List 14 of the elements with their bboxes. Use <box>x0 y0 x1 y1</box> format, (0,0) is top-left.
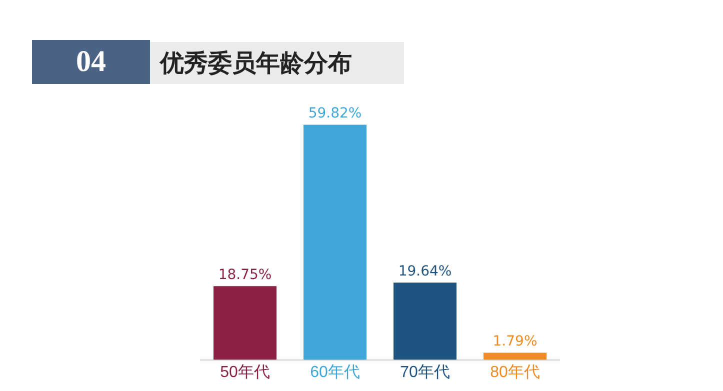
bar <box>484 352 546 360</box>
data-label: 1.79% <box>492 333 538 350</box>
data-label: 18.75% <box>218 266 272 283</box>
chart-title: 优秀委员年龄分布 <box>160 48 352 79</box>
bar <box>214 286 276 360</box>
bar <box>394 282 456 360</box>
data-label: 19.64% <box>398 263 452 280</box>
data-label: 59.82% <box>308 105 362 122</box>
text: 04 <box>32 40 150 84</box>
x-tick-label: 80年代 <box>490 364 540 381</box>
bar <box>304 124 366 360</box>
x-tick-label: 60年代 <box>310 364 360 381</box>
x-tick-label: 50年代 <box>220 364 270 381</box>
x-tick-label: 70年代 <box>400 364 450 381</box>
